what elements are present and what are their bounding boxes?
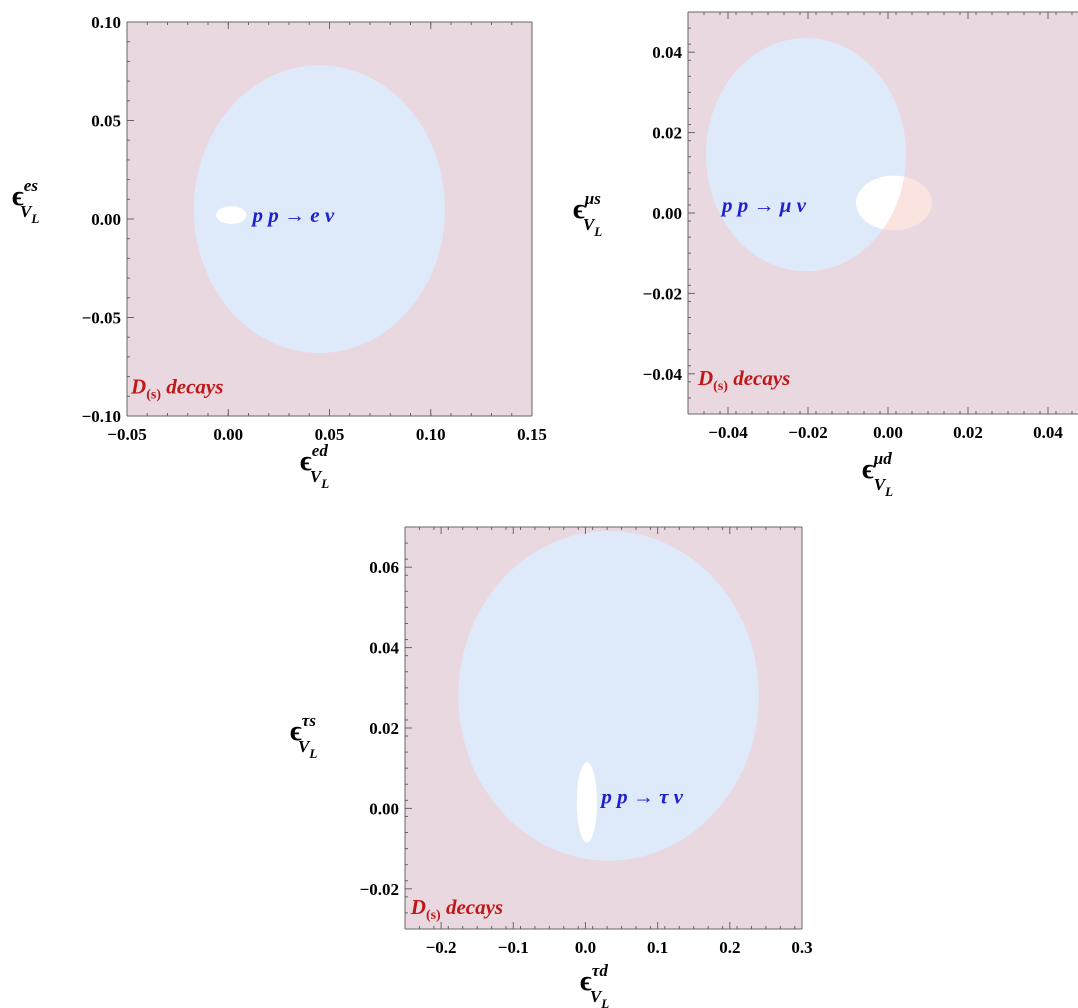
plot-area	[127, 22, 532, 416]
x-tick-label: 0.15	[517, 425, 547, 444]
x-tick-label: 0.2	[719, 938, 740, 957]
y-axis-label: ϵes VL	[12, 176, 39, 226]
decay-allowed-region	[193, 65, 445, 353]
x-tick-label: 0.3	[791, 938, 812, 957]
x-tick-label: 0.10	[416, 425, 446, 444]
pp-process-label: p p → e ν	[251, 203, 335, 227]
x-tick-label: −0.2	[426, 938, 457, 957]
x-axis-label: ϵτd VL	[580, 961, 609, 1008]
panel-1: −0.05 0.00 0.05 0.10 0.15−0.10−0.050.000.050…	[12, 13, 547, 491]
y-tick-label: 0.00	[91, 210, 121, 229]
decay-allowed-region	[458, 531, 759, 861]
y-tick-label: −0.02	[643, 284, 682, 303]
x-tick-label: 0.02	[953, 423, 983, 442]
decay-allowed-region	[706, 38, 906, 272]
x-tick-label: 0.00	[213, 425, 243, 444]
x-tick-label: 0.00	[873, 423, 903, 442]
combined-allowed-region	[856, 175, 906, 231]
x-tick-label: 0.0	[575, 938, 596, 957]
y-tick-label: 0.02	[652, 124, 682, 143]
y-tick-label: 0.04	[369, 639, 399, 658]
decay-label: D(s) decays	[410, 895, 503, 923]
x-tick-label: −0.04	[708, 423, 748, 442]
x-tick-label: −0.1	[498, 938, 529, 957]
x-tick-label: −0.02	[788, 423, 827, 442]
x-tick-label: 0.1	[647, 938, 668, 957]
plot-area	[688, 12, 1078, 414]
x-tick-label: −0.05	[107, 425, 146, 444]
panel-2: −0.04 −0.02 0.00 0.02 0.04 −0.04 −0.02 0.00 0.02…	[573, 11, 1078, 499]
y-tick-label: 0.00	[369, 799, 399, 818]
pp-process-label: p p → μ ν	[720, 193, 807, 217]
plot-area	[405, 527, 802, 929]
y-tick-label: −0.02	[360, 880, 399, 899]
y-tick-label: −0.04	[643, 365, 683, 384]
x-axis-label: ϵμd VL	[862, 449, 893, 499]
y-tick-label: 0.06	[369, 558, 399, 577]
y-tick-label: 0.05	[91, 112, 121, 131]
x-axis-label: ϵed VL	[300, 441, 329, 491]
y-tick-label: 0.04	[652, 43, 682, 62]
y-axis-label: ϵμs VL	[573, 189, 602, 239]
panel-3: −0.2 −0.1 0.0 0.1 0.2 0.3 −0.02 0.00 0.02 0.04 0.0…	[290, 526, 813, 1008]
combined-allowed-region	[576, 762, 598, 843]
combined-allowed-region	[216, 206, 247, 224]
y-tick-label: 0.00	[652, 204, 682, 223]
y-tick-label: 0.02	[369, 719, 399, 738]
x-tick-label: 0.05	[315, 425, 345, 444]
y-tick-label: −0.05	[82, 309, 121, 328]
y-axis-label: ϵτs VL	[290, 711, 317, 761]
x-tick-label: 0.04	[1033, 423, 1063, 442]
y-tick-label: 0.10	[91, 13, 121, 32]
decay-label: D(s) decays	[130, 374, 223, 402]
pp-process-label: p p → τ ν	[599, 784, 683, 808]
decay-label: D(s) decays	[697, 366, 790, 394]
y-tick-label: −0.10	[82, 407, 121, 426]
